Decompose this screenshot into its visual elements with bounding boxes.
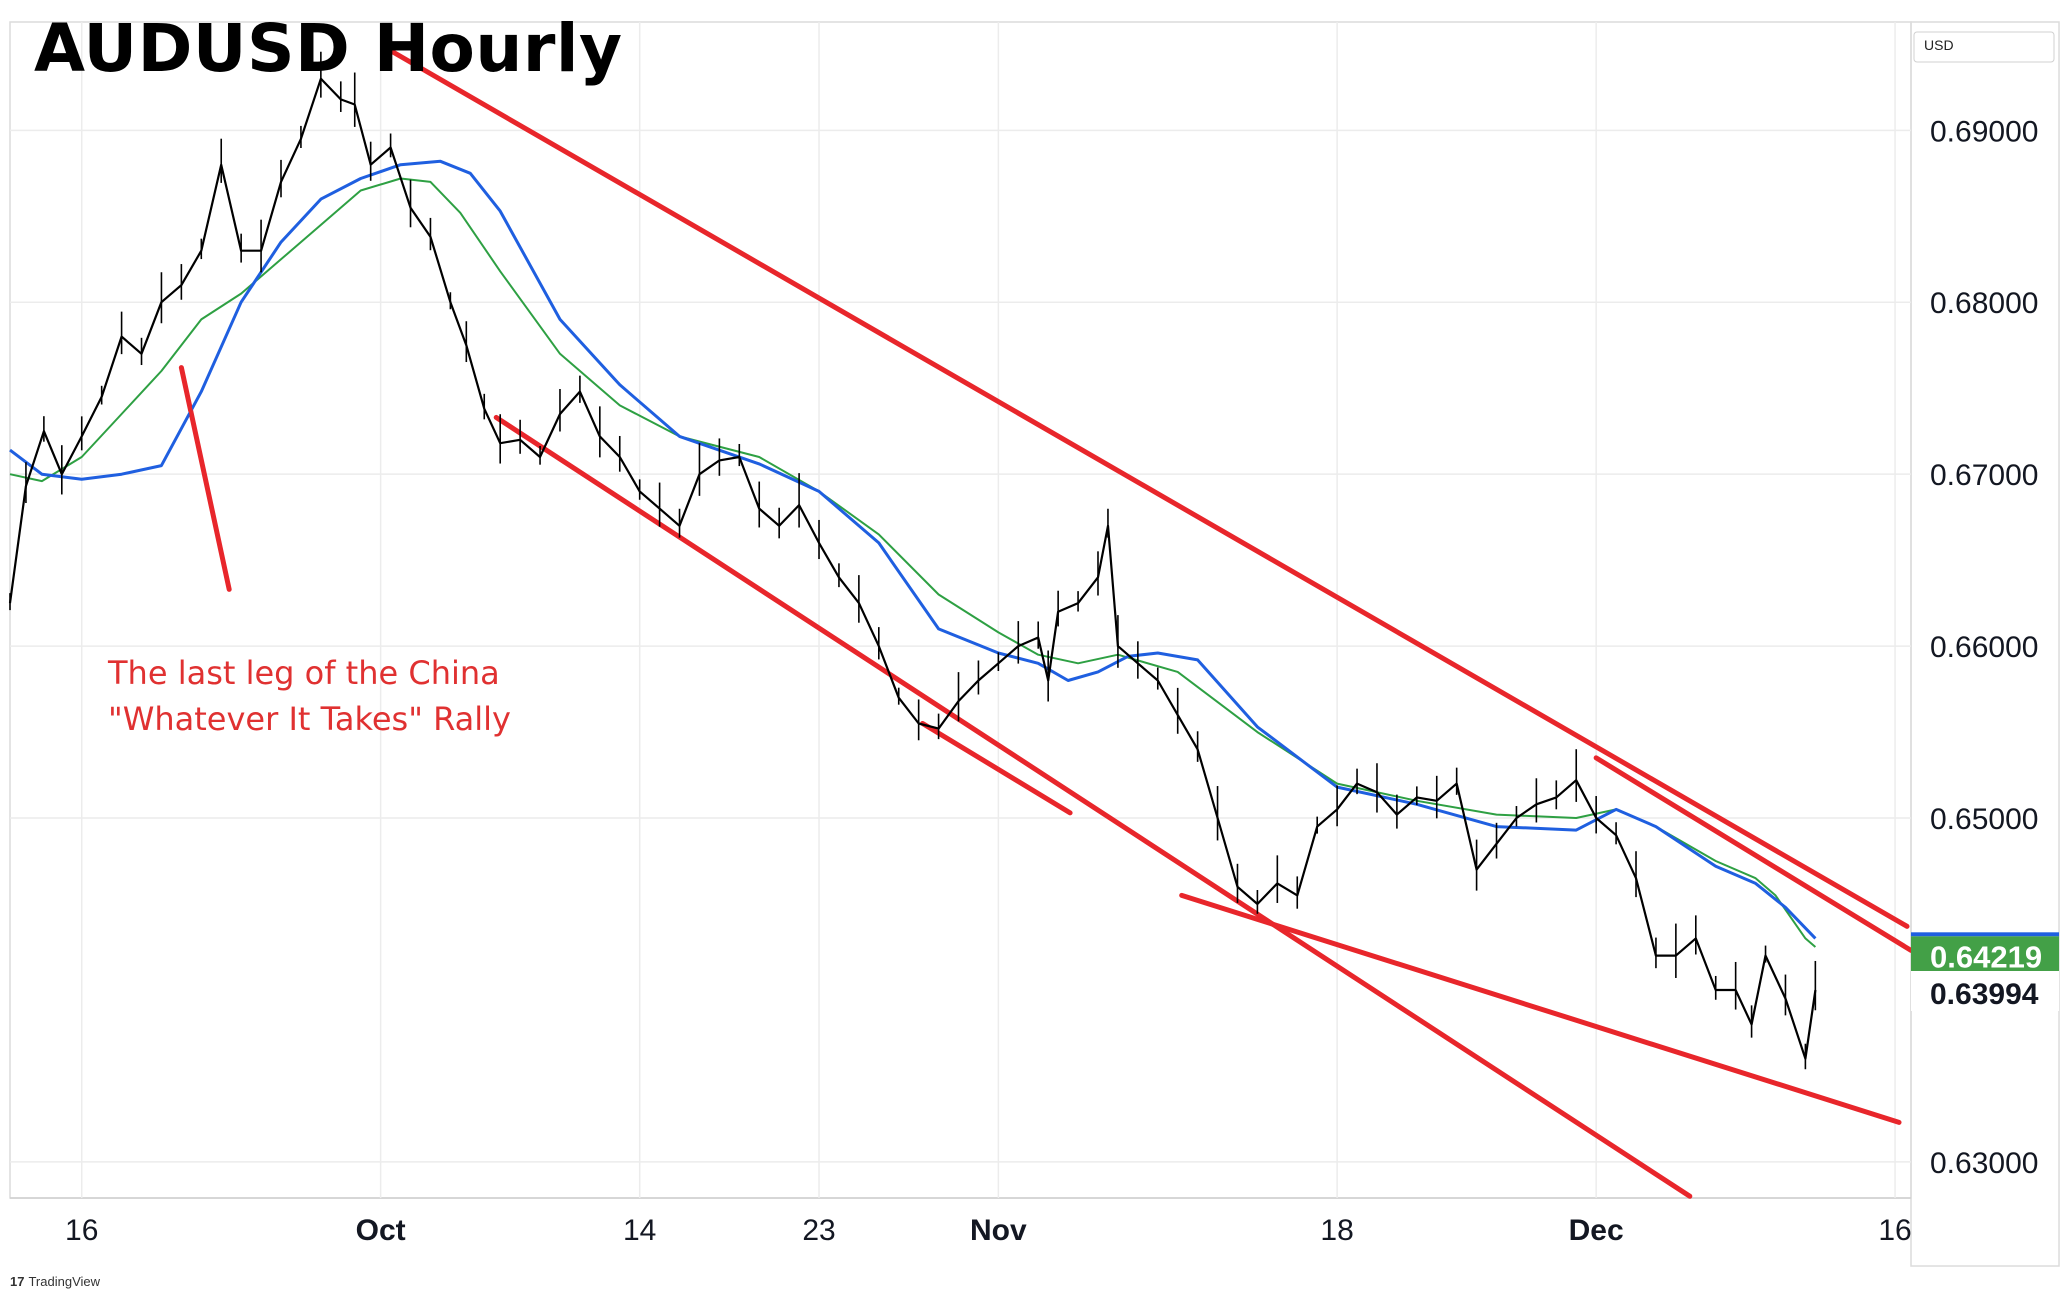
price-labels: 0.64219 0.63994 bbox=[1911, 932, 2059, 1011]
x-tick-label: 16 bbox=[1878, 1214, 1911, 1247]
tradingview-logo-icon: 17 bbox=[10, 1274, 25, 1289]
y-tick-label: 0.65000 bbox=[1930, 803, 2038, 836]
bid-price-box bbox=[1911, 970, 2059, 1011]
y-tick-label: 0.63000 bbox=[1930, 1147, 2038, 1180]
annotation-line: "Whatever It Takes" Rally bbox=[108, 700, 511, 738]
y-tick-label: 0.67000 bbox=[1930, 459, 2038, 492]
ma-fast-line bbox=[9, 177, 1817, 948]
price-series bbox=[8, 51, 1817, 1070]
price-axis-labels: 0.69000 0.68000 0.67000 0.66000 0.65000 0.630… bbox=[1930, 115, 2038, 1180]
trendline bbox=[493, 414, 1693, 1199]
last-price-box bbox=[1911, 936, 2059, 975]
trendline bbox=[386, 47, 1910, 929]
currency-badge[interactable]: USD bbox=[1913, 31, 2055, 63]
bid-price-label: 0.63994 bbox=[1930, 978, 2039, 1011]
annotation-pointer bbox=[179, 365, 232, 592]
tradingview-logo-text: TradingView bbox=[28, 1274, 101, 1289]
ma-slow-line bbox=[9, 159, 1817, 940]
x-tick-label: Dec bbox=[1569, 1214, 1624, 1247]
annotation-line: The last leg of the China bbox=[107, 654, 500, 692]
axis-frame bbox=[1910, 21, 2060, 1267]
trendline bbox=[1593, 755, 1914, 953]
trendline bbox=[920, 720, 1073, 816]
x-tick-label: 14 bbox=[623, 1214, 656, 1247]
y-tick-label: 0.69000 bbox=[1930, 115, 2038, 148]
price-line bbox=[8, 77, 1817, 1060]
x-tick-label: Nov bbox=[970, 1214, 1027, 1247]
x-tick-label: 18 bbox=[1320, 1214, 1353, 1247]
blue-price-marker bbox=[1911, 932, 2059, 937]
chart-title: AUDUSD Hourly bbox=[34, 10, 623, 87]
currency-label: USD bbox=[1924, 37, 1954, 53]
last-price-label: 0.64219 bbox=[1930, 939, 2042, 974]
y-tick-label: 0.68000 bbox=[1930, 287, 2038, 320]
time-axis-labels: 16 Oct 14 23 Nov 18 Dec 16 bbox=[65, 1214, 1912, 1247]
grid-lines bbox=[10, 22, 1911, 1198]
tradingview-logo: 17 TradingView bbox=[10, 1274, 100, 1289]
x-tick-label: 16 bbox=[65, 1214, 98, 1247]
trendline bbox=[1179, 892, 1902, 1125]
moving-averages bbox=[9, 159, 1817, 948]
x-tick-label: Oct bbox=[356, 1214, 406, 1247]
annotation: The last leg of the China "Whatever It Ta… bbox=[107, 365, 511, 738]
trendlines bbox=[178, 47, 1914, 1199]
plot-frame bbox=[9, 21, 1912, 1199]
x-tick-label: 23 bbox=[802, 1214, 835, 1247]
y-tick-label: 0.66000 bbox=[1930, 631, 2038, 664]
